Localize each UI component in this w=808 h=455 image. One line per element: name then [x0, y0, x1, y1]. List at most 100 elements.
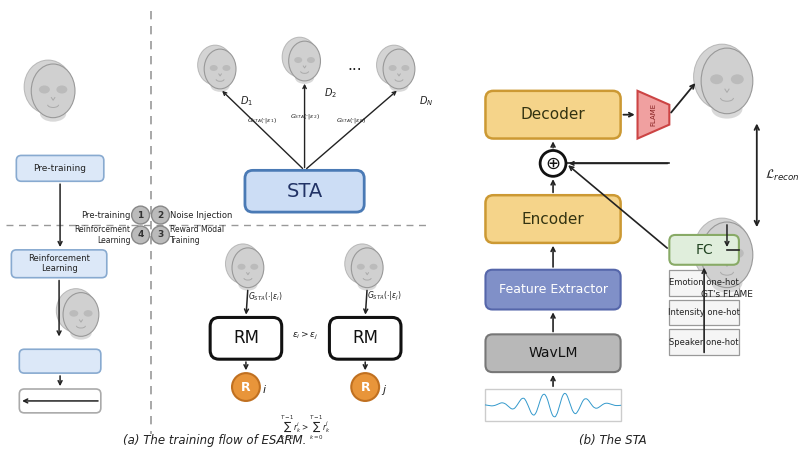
Bar: [669, 329, 739, 355]
Text: Intensity one-hot: Intensity one-hot: [668, 308, 740, 317]
Ellipse shape: [40, 106, 66, 121]
Ellipse shape: [204, 49, 236, 89]
Ellipse shape: [693, 218, 751, 283]
Text: $\oplus$: $\oplus$: [545, 154, 561, 172]
Text: $G_{STA}(\cdot|\varepsilon_j)$: $G_{STA}(\cdot|\varepsilon_j)$: [367, 290, 402, 303]
Text: Pre-training: Pre-training: [34, 164, 86, 173]
Text: Emotion one-hot: Emotion one-hot: [669, 278, 739, 287]
FancyBboxPatch shape: [210, 318, 282, 359]
Ellipse shape: [282, 37, 317, 77]
Ellipse shape: [198, 45, 233, 85]
Text: 1: 1: [137, 211, 144, 220]
Ellipse shape: [238, 278, 258, 291]
Ellipse shape: [24, 60, 72, 114]
Ellipse shape: [57, 288, 95, 332]
Ellipse shape: [70, 327, 91, 339]
Ellipse shape: [288, 41, 321, 81]
Ellipse shape: [232, 248, 264, 288]
Ellipse shape: [377, 45, 411, 85]
Text: 3: 3: [158, 230, 163, 239]
Ellipse shape: [389, 80, 409, 92]
Ellipse shape: [57, 86, 67, 94]
Ellipse shape: [731, 74, 744, 84]
Bar: [669, 299, 739, 325]
Text: $\varepsilon_i>\varepsilon_j$: $\varepsilon_i>\varepsilon_j$: [292, 330, 319, 342]
Circle shape: [232, 373, 260, 401]
Ellipse shape: [294, 57, 302, 63]
Ellipse shape: [701, 48, 753, 114]
FancyBboxPatch shape: [486, 195, 621, 243]
Text: $G_{STA}(\cdot|\varepsilon_i)$: $G_{STA}(\cdot|\varepsilon_i)$: [247, 290, 282, 303]
Ellipse shape: [345, 244, 380, 283]
Text: FLAME: FLAME: [650, 103, 656, 126]
Ellipse shape: [307, 57, 315, 63]
Ellipse shape: [351, 248, 383, 288]
Ellipse shape: [250, 264, 259, 270]
Ellipse shape: [712, 99, 743, 119]
Ellipse shape: [710, 248, 723, 258]
FancyBboxPatch shape: [245, 170, 364, 212]
Text: Reward Modal
Training: Reward Modal Training: [170, 225, 225, 245]
Text: GT's FLAME: GT's FLAME: [701, 290, 753, 298]
Circle shape: [152, 226, 170, 244]
Ellipse shape: [358, 278, 377, 291]
Text: $D_1$: $D_1$: [240, 94, 253, 108]
Text: Speaker one-hot: Speaker one-hot: [669, 338, 739, 347]
Text: (b) The STA: (b) The STA: [579, 434, 646, 447]
Text: ...: ...: [347, 59, 362, 74]
Text: $\mathcal{L}_{recon}$: $\mathcal{L}_{recon}$: [764, 168, 800, 183]
Ellipse shape: [84, 310, 93, 317]
Circle shape: [540, 151, 566, 177]
Ellipse shape: [238, 264, 246, 270]
FancyBboxPatch shape: [19, 349, 101, 373]
Text: RM: RM: [233, 329, 259, 347]
Bar: [486, 389, 621, 421]
Text: Feature Extractor: Feature Extractor: [499, 283, 608, 296]
Text: $\sum_{k=0}^{T-1} r_k^i > \sum_{k=0}^{T-1} r_k^j$: $\sum_{k=0}^{T-1} r_k^i > \sum_{k=0}^{T-…: [280, 413, 331, 441]
Ellipse shape: [210, 65, 217, 71]
Text: R: R: [360, 380, 370, 394]
Circle shape: [351, 373, 379, 401]
Text: RM: RM: [352, 329, 378, 347]
Polygon shape: [638, 91, 669, 138]
Text: R: R: [241, 380, 250, 394]
Ellipse shape: [225, 244, 260, 283]
Ellipse shape: [222, 65, 230, 71]
Ellipse shape: [69, 310, 78, 317]
Text: $D_2$: $D_2$: [325, 86, 338, 100]
Text: j: j: [382, 385, 385, 395]
Text: $G_{STA}(\cdot|\varepsilon_2)$: $G_{STA}(\cdot|\varepsilon_2)$: [289, 111, 320, 121]
Ellipse shape: [211, 80, 229, 92]
Bar: [669, 270, 739, 296]
Ellipse shape: [63, 293, 99, 336]
Text: Decoder: Decoder: [520, 107, 586, 122]
Ellipse shape: [710, 74, 723, 84]
Circle shape: [152, 206, 170, 224]
Text: Pre-training: Pre-training: [82, 211, 131, 220]
Text: Reinforcement
Learning: Reinforcement Learning: [28, 254, 90, 273]
FancyBboxPatch shape: [486, 91, 621, 138]
Text: Encoder: Encoder: [522, 212, 584, 227]
Ellipse shape: [39, 86, 50, 94]
FancyBboxPatch shape: [330, 318, 401, 359]
Ellipse shape: [402, 65, 410, 71]
FancyBboxPatch shape: [19, 389, 101, 413]
Text: $G_{STA}(\cdot|\varepsilon_1)$: $G_{STA}(\cdot|\varepsilon_1)$: [247, 116, 277, 125]
Circle shape: [132, 206, 149, 224]
Ellipse shape: [369, 264, 377, 270]
Ellipse shape: [32, 64, 75, 118]
FancyBboxPatch shape: [669, 235, 739, 265]
Ellipse shape: [731, 248, 744, 258]
Ellipse shape: [701, 222, 753, 288]
Text: 4: 4: [137, 230, 144, 239]
Text: FC: FC: [695, 243, 713, 257]
FancyBboxPatch shape: [11, 250, 107, 278]
Text: i: i: [263, 385, 266, 395]
Circle shape: [132, 226, 149, 244]
Ellipse shape: [712, 273, 743, 293]
Ellipse shape: [693, 44, 751, 110]
Ellipse shape: [295, 72, 314, 84]
Text: $G_{STA}(\cdot|\varepsilon_N)$: $G_{STA}(\cdot|\varepsilon_N)$: [336, 116, 367, 125]
Text: Reinforcement
Learning: Reinforcement Learning: [74, 225, 131, 245]
Ellipse shape: [357, 264, 364, 270]
